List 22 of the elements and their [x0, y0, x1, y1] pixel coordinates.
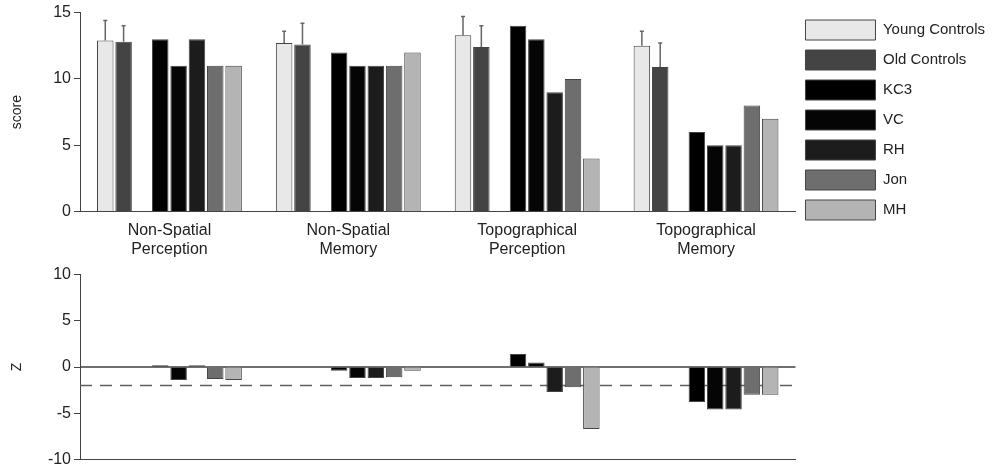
legend-label: Young Controls — [882, 20, 986, 38]
x-tick-label: Topographical Perception — [477, 220, 577, 257]
legend-label: KC3 — [882, 80, 913, 98]
x-tick-label: Non-Spatial Memory — [306, 220, 391, 257]
y-tick-label: 0 — [62, 202, 72, 220]
y-tick-label: 5 — [62, 135, 72, 153]
y-tick-label: -5 — [56, 403, 72, 421]
y-tick-label: 10 — [53, 265, 72, 283]
y-tick-label: 0 — [62, 357, 72, 375]
y-axis-title: Z — [8, 362, 25, 372]
x-tick-label: Non-Spatial Perception — [127, 220, 212, 257]
y-tick-label: 10 — [53, 69, 72, 87]
x-tick-label: Topographical Memory — [656, 220, 756, 257]
y-tick-label: 15 — [53, 3, 72, 21]
y-tick-label: 5 — [62, 311, 72, 329]
legend-label: VC — [882, 110, 904, 128]
legend-label: Jon — [882, 170, 908, 188]
y-axis-title: score — [8, 94, 25, 130]
legend-label: RH — [882, 140, 905, 158]
legend-label: Old Controls — [882, 50, 967, 68]
y-tick-label: -10 — [47, 449, 72, 467]
legend-label: MH — [882, 200, 907, 218]
